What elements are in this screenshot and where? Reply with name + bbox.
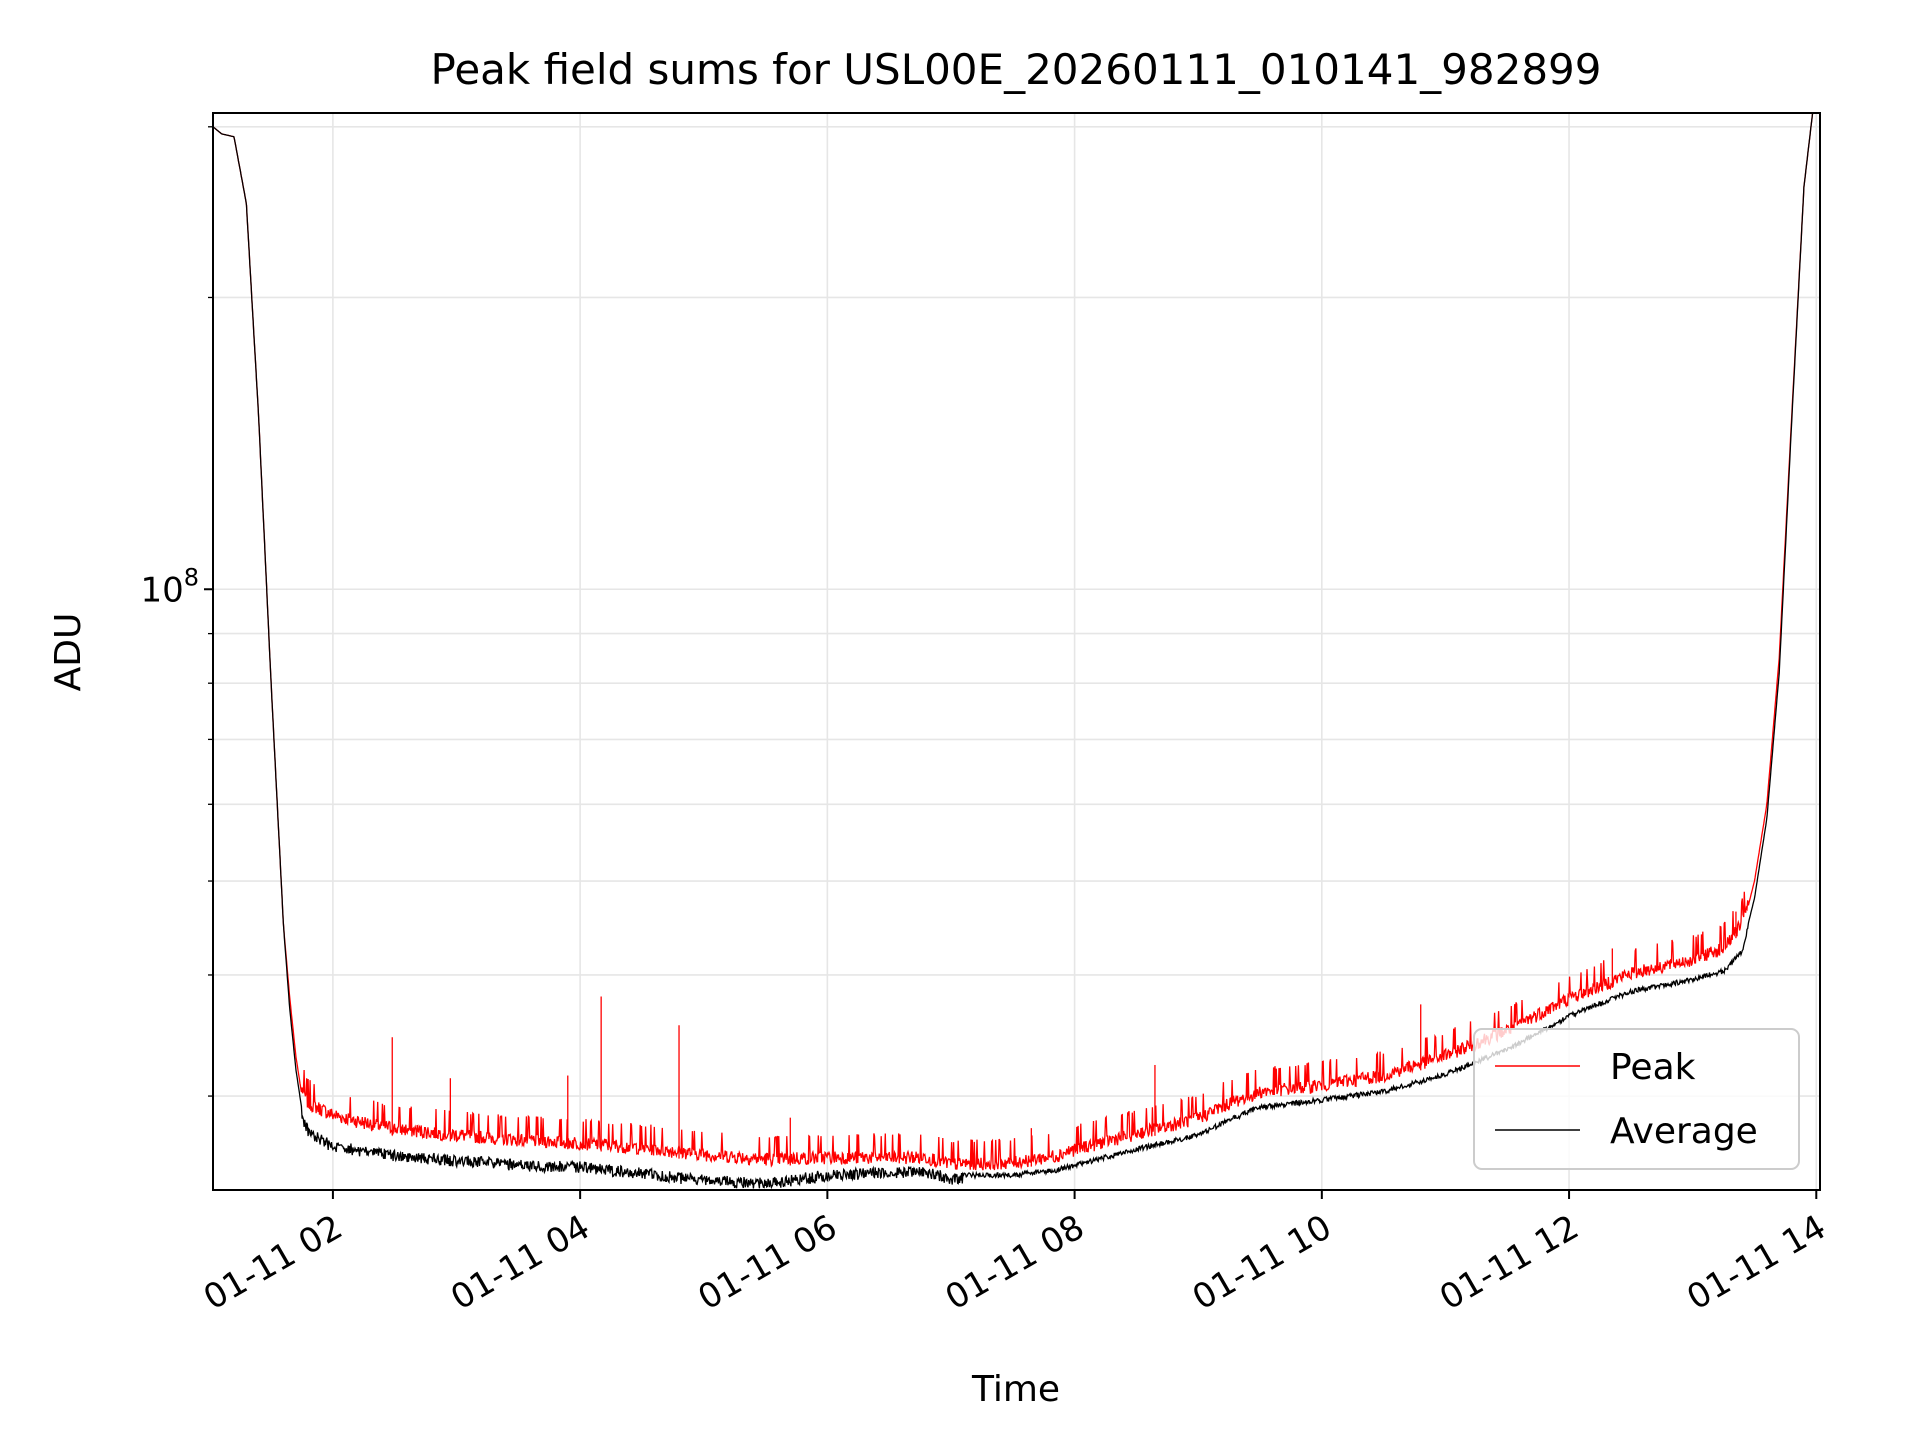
chart-title: Peak field sums for USL00E_20260111_0101…: [430, 45, 1601, 94]
series-layer: [213, 113, 1820, 1190]
series-peak-line: [213, 113, 1820, 1171]
legend-box: [1473, 1028, 1800, 1170]
x-axis-label: Time: [971, 1369, 1060, 1410]
y-axis-label: ADU: [48, 613, 89, 692]
legend: Peak Average: [1473, 1028, 1800, 1170]
legend-average-label: Average: [1610, 1111, 1758, 1152]
grid: [213, 113, 1820, 1190]
legend-peak-label: Peak: [1610, 1047, 1696, 1088]
plot-frame: [212, 112, 1821, 1191]
series-average-line: [213, 113, 1820, 1190]
